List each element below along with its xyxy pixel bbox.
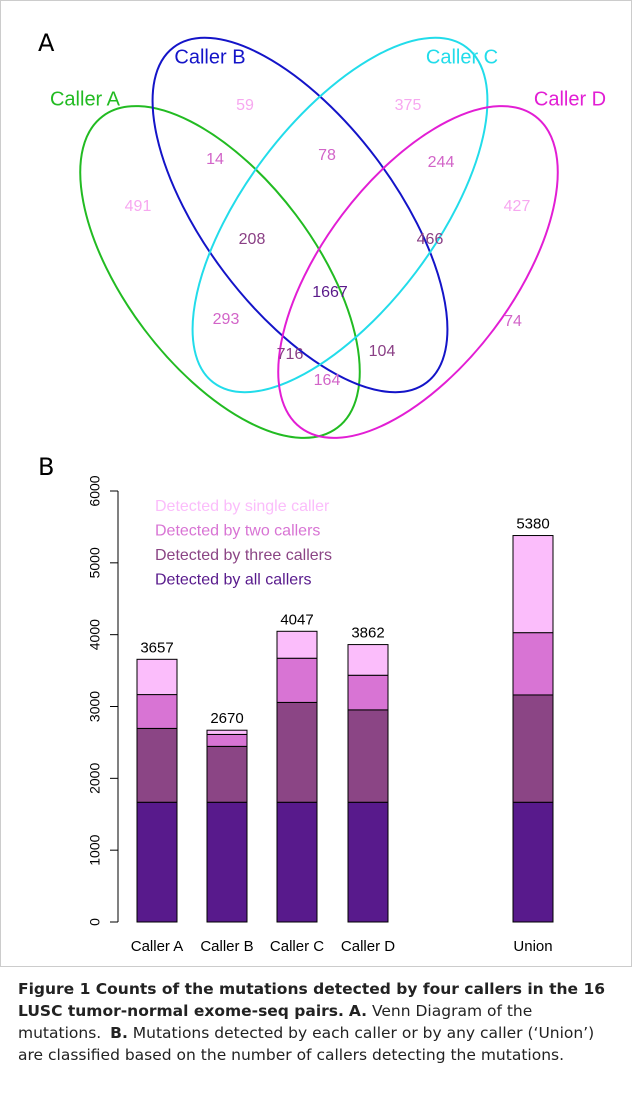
x-tick-label: Caller C (270, 938, 324, 955)
venn-set-label: Caller D (534, 88, 606, 110)
bar-segment (512, 632, 554, 696)
bar-total-label: 2670 (210, 710, 243, 727)
bar-segment (206, 729, 248, 735)
venn-set-label: Caller C (426, 46, 498, 68)
y-tick-label: 2000 (87, 763, 103, 794)
x-tick-label: Caller B (200, 938, 253, 955)
venn-region-count: 427 (504, 198, 531, 215)
bar-segment (276, 630, 318, 659)
x-tick-label: Caller D (341, 938, 395, 955)
venn-set-label: Caller A (50, 88, 121, 110)
bar-segment (276, 657, 318, 703)
y-tick-label: 6000 (87, 475, 103, 506)
venn-set (277, 105, 559, 439)
bar-segment (512, 535, 554, 634)
venn-region-count: 716 (277, 346, 304, 363)
caption-text: Mutations detected by each caller or by … (18, 1024, 595, 1064)
bar-segment (276, 701, 318, 803)
legend-entry: Detected by all callers (155, 572, 312, 589)
bar-total-label: 4047 (280, 611, 313, 628)
caption-text: Venn Diagram of the mutations. (18, 1002, 533, 1042)
bar-segment (276, 801, 318, 923)
bar-total-label: 3657 (140, 639, 173, 656)
figure: A B Caller A Caller B Caller C Caller D 491 5… (0, 0, 632, 967)
venn-set (151, 36, 449, 394)
caption: Figure 1 Counts of the mutations detecte… (18, 978, 618, 1066)
bar-segment (206, 745, 248, 803)
bar-segment (347, 801, 389, 923)
panel-label: B (38, 453, 54, 481)
venn-region-count: 293 (213, 311, 240, 328)
venn-region-count: 78 (318, 147, 336, 164)
venn-region-count: 491 (125, 198, 152, 215)
bar-segment (347, 674, 389, 711)
venn-region-count: 375 (395, 97, 422, 114)
venn-region-count: 14 (206, 151, 224, 168)
y-tick-label: 3000 (87, 691, 103, 722)
bar-segment (136, 727, 178, 803)
caption-label: A. (348, 1002, 368, 1020)
x-tick-label: Caller A (131, 938, 184, 955)
bar-total-label: 5380 (516, 516, 549, 533)
x-tick-label: Union (513, 938, 552, 955)
caption-label: B. (110, 1024, 128, 1042)
venn-set (79, 105, 361, 439)
y-tick-label: 4000 (87, 619, 103, 650)
venn-set-label: Caller B (174, 46, 245, 68)
bar-segment (512, 694, 554, 803)
venn-region-count: 208 (239, 231, 266, 248)
bar-segment (136, 658, 178, 696)
bar-segment (136, 801, 178, 923)
bar-segment (206, 801, 248, 923)
caption-title: Figure 1 Counts of the mutations detecte… (18, 980, 606, 1020)
bar-segment (136, 694, 178, 729)
venn-region-count: 244 (428, 154, 455, 171)
panel-label: A (38, 29, 55, 57)
venn-region-count: 164 (314, 372, 341, 389)
bar-segment (206, 733, 248, 747)
legend-entry: Detected by two callers (155, 523, 320, 540)
y-tick-label: 1000 (87, 834, 103, 865)
bar-segment (347, 709, 389, 803)
bar-segment (512, 801, 554, 923)
y-tick-label: 5000 (87, 547, 103, 578)
venn-region-count: 74 (504, 313, 522, 330)
bar-segment (347, 644, 389, 676)
y-tick-label: 0 (87, 918, 103, 926)
venn-region-count: 1667 (312, 284, 348, 301)
venn-region-count: 466 (417, 231, 444, 248)
venn-region-count: 104 (369, 343, 396, 360)
venn-region-count: 59 (236, 97, 254, 114)
legend-entry: Detected by three callers (155, 547, 332, 564)
bar-total-label: 3862 (351, 625, 384, 642)
legend-entry: Detected by single caller (155, 498, 330, 515)
venn-set (191, 36, 489, 394)
